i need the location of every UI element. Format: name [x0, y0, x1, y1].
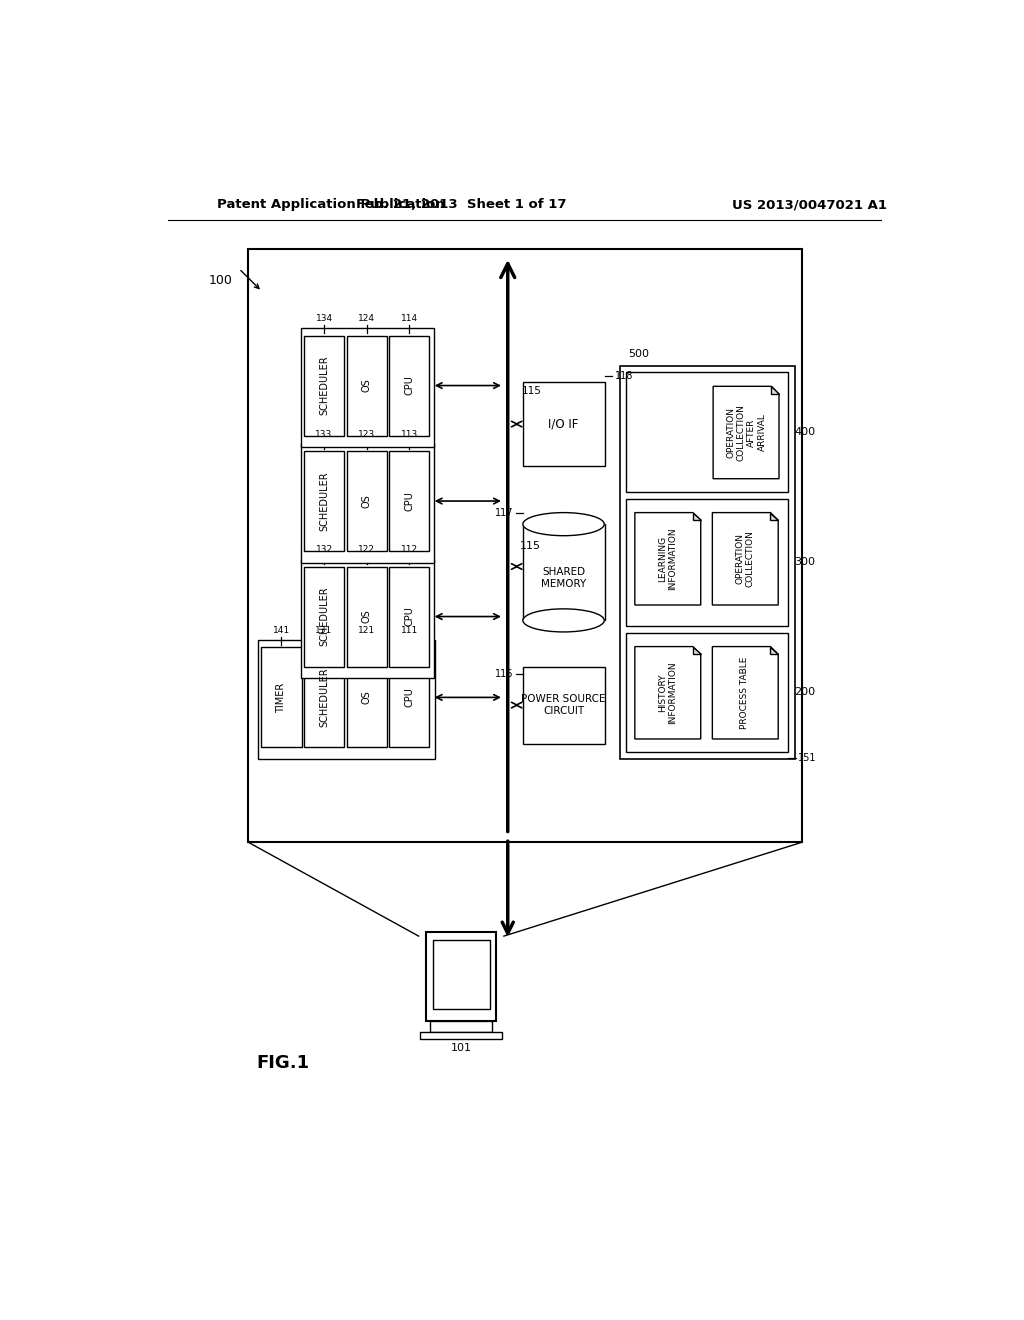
Text: 121: 121: [358, 626, 375, 635]
Text: 115: 115: [521, 385, 542, 396]
Bar: [426, 932, 496, 1020]
Polygon shape: [713, 647, 778, 739]
Text: OS: OS: [361, 379, 372, 392]
Text: 112: 112: [400, 545, 418, 554]
Bar: [389, 647, 429, 747]
Text: CPU: CPU: [404, 688, 415, 708]
Bar: [346, 335, 387, 436]
Bar: [389, 335, 429, 436]
Bar: [430, 1020, 493, 1032]
Text: OS: OS: [361, 610, 372, 623]
Text: US 2013/0047021 A1: US 2013/0047021 A1: [732, 198, 888, 211]
Text: CPU: CPU: [404, 607, 415, 627]
Bar: [523, 667, 604, 743]
Bar: [346, 451, 387, 552]
Text: 115: 115: [519, 541, 541, 550]
Text: TIMER: TIMER: [276, 682, 287, 713]
Text: 200: 200: [795, 686, 816, 697]
Bar: [626, 632, 788, 752]
Bar: [626, 499, 788, 626]
Polygon shape: [693, 647, 700, 655]
Text: PROCESS TABLE: PROCESS TABLE: [740, 656, 750, 729]
Text: OS: OS: [361, 690, 372, 705]
Text: 124: 124: [358, 314, 375, 323]
Text: 123: 123: [358, 430, 375, 438]
Text: POWER SOURCE
CIRCUIT: POWER SOURCE CIRCUIT: [521, 694, 606, 715]
Text: 116: 116: [495, 669, 513, 680]
Polygon shape: [713, 387, 779, 479]
Bar: [523, 381, 604, 466]
Text: Feb. 21, 2013  Sheet 1 of 17: Feb. 21, 2013 Sheet 1 of 17: [356, 198, 566, 211]
Bar: [301, 558, 434, 678]
Bar: [389, 566, 429, 667]
Polygon shape: [713, 512, 778, 605]
Bar: [301, 444, 434, 562]
Bar: [626, 372, 788, 492]
Bar: [346, 647, 387, 747]
Bar: [389, 451, 429, 552]
Text: 133: 133: [315, 430, 333, 438]
Bar: [523, 524, 604, 620]
Bar: [432, 940, 489, 1010]
Text: 111: 111: [400, 626, 418, 635]
Bar: [420, 1032, 503, 1039]
Text: 101: 101: [451, 1043, 472, 1053]
Polygon shape: [693, 512, 700, 520]
Text: 114: 114: [400, 314, 418, 323]
Text: 100: 100: [209, 273, 232, 286]
Text: SCHEDULER: SCHEDULER: [319, 471, 329, 531]
Text: HISTORY
INFORMATION: HISTORY INFORMATION: [657, 661, 677, 725]
Text: 400: 400: [795, 426, 816, 437]
Text: SCHEDULER: SCHEDULER: [319, 355, 329, 416]
Text: OPERATION
COLLECTION
AFTER
ARRIVAL: OPERATION COLLECTION AFTER ARRIVAL: [726, 404, 767, 461]
Bar: [261, 647, 302, 747]
Text: 500: 500: [628, 348, 649, 359]
Text: 134: 134: [315, 314, 333, 323]
Text: 132: 132: [315, 545, 333, 554]
Bar: [304, 451, 344, 552]
Polygon shape: [635, 512, 700, 605]
Bar: [304, 566, 344, 667]
Ellipse shape: [523, 609, 604, 632]
Text: OS: OS: [361, 494, 372, 508]
Bar: [346, 566, 387, 667]
Polygon shape: [635, 647, 700, 739]
Text: 122: 122: [358, 545, 375, 554]
Polygon shape: [771, 387, 779, 395]
Polygon shape: [770, 647, 778, 655]
Bar: [304, 647, 344, 747]
Polygon shape: [770, 512, 778, 520]
Text: 141: 141: [272, 626, 290, 635]
Bar: [621, 367, 795, 759]
Text: 117: 117: [495, 508, 513, 517]
Text: SHARED
MEMORY: SHARED MEMORY: [541, 568, 586, 589]
Text: I/O IF: I/O IF: [549, 417, 579, 430]
Bar: [304, 335, 344, 436]
Text: 118: 118: [614, 371, 633, 380]
Bar: [258, 640, 435, 759]
Text: CPU: CPU: [404, 491, 415, 511]
Text: SCHEDULER: SCHEDULER: [319, 586, 329, 647]
Text: Patent Application Publication: Patent Application Publication: [217, 198, 444, 211]
Text: SCHEDULER: SCHEDULER: [319, 668, 329, 727]
Text: LEARNING
INFORMATION: LEARNING INFORMATION: [657, 528, 677, 590]
Bar: [248, 249, 802, 842]
Text: OPERATION
COLLECTION: OPERATION COLLECTION: [735, 531, 755, 587]
Text: 300: 300: [795, 557, 815, 566]
Text: 151: 151: [799, 754, 817, 763]
Text: CPU: CPU: [404, 376, 415, 396]
Text: FIG.1: FIG.1: [256, 1055, 309, 1072]
Text: 131: 131: [315, 626, 333, 635]
Bar: [301, 327, 434, 447]
Text: 113: 113: [400, 430, 418, 438]
Ellipse shape: [523, 512, 604, 536]
